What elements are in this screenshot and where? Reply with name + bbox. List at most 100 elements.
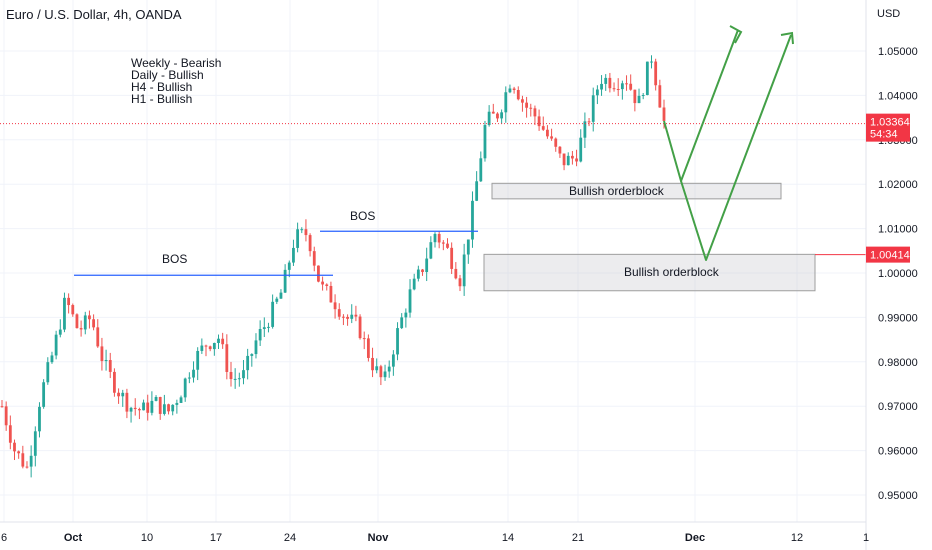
candle-body xyxy=(279,292,283,299)
time-axis[interactable]: 6 Oct 10 17 24 Nov 14 21 Dec 12 1 xyxy=(0,521,869,544)
candle-body xyxy=(620,83,624,90)
candle-body xyxy=(504,92,508,113)
candle-body xyxy=(300,229,304,231)
candle-body xyxy=(171,404,175,412)
level-marker-value: 1.00414 xyxy=(870,250,910,262)
price-tick-label: 0.95000 xyxy=(878,490,918,502)
level-marker-tag xyxy=(866,246,910,263)
candle-body xyxy=(146,402,150,413)
candle-body xyxy=(67,297,71,306)
candle-body xyxy=(250,354,254,356)
candle-body xyxy=(479,158,483,182)
candle-body xyxy=(533,108,537,117)
candle-body xyxy=(604,77,608,84)
candle-body xyxy=(229,371,233,380)
candle-body xyxy=(267,326,270,328)
candle-body xyxy=(379,366,383,378)
price-tick-label: 1.00000 xyxy=(878,268,918,280)
candle-body xyxy=(179,397,183,403)
candle-body xyxy=(487,111,491,126)
candle-body xyxy=(108,360,112,372)
price-axis[interactable]: 1.050001.040001.030001.020001.010001.000… xyxy=(865,0,918,550)
candle-body xyxy=(204,345,208,347)
candle-body xyxy=(137,409,141,411)
candle-body xyxy=(579,137,583,162)
candle-body xyxy=(154,397,158,401)
candle-body xyxy=(21,453,25,467)
time-tick-label: 6 xyxy=(1,532,7,544)
candle-body xyxy=(133,407,137,410)
candle-body xyxy=(637,95,641,104)
candle-body xyxy=(254,340,258,355)
candle-body xyxy=(333,302,337,310)
candle-body xyxy=(75,314,79,329)
candle-body xyxy=(42,382,46,407)
candle-body xyxy=(371,357,374,371)
time-tick-label: 1 xyxy=(863,532,869,544)
candle-body xyxy=(125,392,129,412)
candle-body xyxy=(641,95,645,97)
price-tick-label: 1.02000 xyxy=(878,179,918,191)
bos-label-1: BOS xyxy=(162,252,187,266)
candle-body xyxy=(58,329,62,335)
candle-body xyxy=(208,346,212,350)
orderblock-zone xyxy=(491,182,782,200)
time-tick-label: 17 xyxy=(210,532,222,544)
current-price-value: 1.03364 xyxy=(870,117,910,129)
candle-body xyxy=(366,338,370,358)
candle-body xyxy=(354,314,358,317)
candle-body xyxy=(537,116,541,127)
candle-body xyxy=(562,153,566,166)
orderblock-zones xyxy=(483,182,816,292)
candle-body xyxy=(362,338,366,340)
candle-body xyxy=(625,83,628,85)
candle-body xyxy=(175,402,179,405)
candle-body xyxy=(4,406,8,426)
candle-body xyxy=(54,334,58,356)
candle-body xyxy=(571,155,574,159)
candle-body xyxy=(246,355,250,371)
price-tick-label: 1.01000 xyxy=(878,224,918,236)
time-tick-label: 14 xyxy=(502,532,514,544)
candle-body xyxy=(162,404,166,414)
candle-body xyxy=(275,298,279,302)
candle-body xyxy=(433,233,437,243)
orderblock-zone xyxy=(483,253,816,292)
candle-body xyxy=(113,371,116,393)
candle-body xyxy=(33,431,37,456)
candlesticks xyxy=(0,55,666,478)
candle-body xyxy=(458,278,462,287)
currency-label: USD xyxy=(877,8,900,20)
candle-body xyxy=(400,317,404,329)
candle-body xyxy=(508,88,512,93)
candle-body xyxy=(337,309,341,317)
candle-body xyxy=(196,350,200,370)
candle-body xyxy=(308,235,312,252)
candle-body xyxy=(221,338,225,345)
candle-body xyxy=(416,269,420,279)
candle-body xyxy=(554,138,558,147)
candle-body xyxy=(496,113,499,119)
candle-body xyxy=(600,83,603,90)
candle-body xyxy=(79,328,83,330)
candle-body xyxy=(29,455,33,467)
price-tick-label: 0.99000 xyxy=(878,312,918,324)
candle-body xyxy=(462,254,466,287)
time-tick-label: 21 xyxy=(572,532,584,544)
candle-body xyxy=(441,242,445,244)
candle-body xyxy=(454,268,458,279)
candle-body xyxy=(50,355,54,363)
candle-body xyxy=(612,88,616,90)
candle-body xyxy=(200,345,204,351)
candle-body xyxy=(317,265,320,282)
candle-body xyxy=(512,88,516,90)
projection-path-2 xyxy=(680,34,792,261)
candle-body xyxy=(645,61,649,96)
candle-body xyxy=(541,126,545,130)
candle-body xyxy=(521,99,524,103)
candle-body xyxy=(383,371,387,378)
candle-body xyxy=(662,107,666,121)
candle-body xyxy=(158,397,162,414)
bar-countdown: 54:34 xyxy=(870,129,898,141)
